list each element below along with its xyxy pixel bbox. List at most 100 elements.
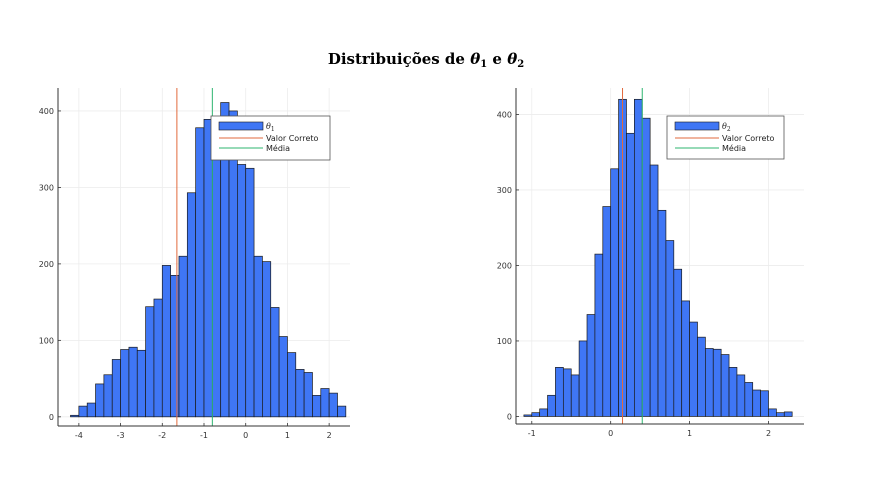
- title-mid: e: [487, 50, 507, 68]
- histogram-bar: [547, 394, 556, 417]
- histogram-bar: [523, 414, 533, 417]
- histogram-bar: [712, 348, 722, 417]
- histogram-bar: [578, 340, 588, 417]
- histogram-bar: [665, 240, 675, 417]
- x-tick-label: 0: [608, 429, 613, 438]
- legend-theta: θ: [722, 122, 727, 131]
- y-tick-label: 200: [39, 260, 54, 269]
- y-tick-label: 400: [39, 107, 54, 116]
- histogram-bar: [128, 346, 138, 418]
- histogram-bar: [278, 336, 288, 418]
- legend-label-media: Média: [722, 143, 746, 153]
- histogram-bar: [161, 265, 171, 418]
- histogram-bar: [673, 268, 683, 417]
- histogram-bar: [531, 412, 541, 417]
- histogram-bar: [728, 367, 738, 417]
- x-tick-label: -3: [117, 431, 125, 440]
- histogram-bar: [170, 275, 180, 418]
- x-tick-label: -4: [75, 431, 83, 440]
- histogram-bar: [649, 164, 659, 417]
- histogram-bar: [697, 336, 706, 417]
- histogram-bar: [103, 374, 113, 418]
- histogram-bar: [295, 369, 305, 418]
- histogram-bar: [203, 119, 213, 418]
- histogram-bar: [720, 354, 730, 417]
- legend-label-valor-correto: Valor Correto: [266, 134, 319, 143]
- histogram-bar: [337, 405, 347, 418]
- histogram-bar: [744, 382, 754, 417]
- y-tick-label: 300: [497, 186, 512, 195]
- histogram-bar: [776, 412, 785, 417]
- legend-theta-sub: 2: [727, 126, 731, 133]
- histogram-bar: [594, 253, 604, 417]
- histogram-bar: [783, 411, 793, 417]
- histogram-bar: [689, 321, 698, 417]
- x-tick-label: 0: [243, 431, 248, 440]
- histogram-bar: [70, 414, 80, 418]
- histogram-bar: [705, 348, 714, 417]
- histogram-bar: [186, 192, 197, 418]
- x-tick-label: -1: [528, 429, 536, 438]
- histogram-bar: [626, 132, 635, 417]
- title-sub-1: 1: [480, 59, 487, 70]
- x-tick-label: -1: [200, 431, 208, 440]
- histogram-bar: [120, 349, 130, 418]
- histogram-bar: [195, 127, 205, 418]
- legend-label-media: Média: [266, 143, 290, 153]
- x-tick-label: -2: [158, 431, 166, 440]
- y-tick-label: 0: [49, 413, 54, 422]
- histogram-bar: [262, 261, 272, 418]
- histogram-bar: [78, 405, 88, 418]
- histogram-bar: [610, 168, 619, 417]
- histogram-bar: [320, 388, 330, 418]
- legend-theta: θ: [266, 122, 271, 131]
- histogram-bar: [95, 383, 105, 418]
- histogram-bar: [178, 255, 188, 418]
- histogram-bar: [634, 98, 643, 417]
- y-tick-label: 400: [497, 110, 512, 119]
- histogram-bar: [253, 255, 263, 418]
- histogram-bar: [570, 374, 580, 417]
- histogram-bar: [303, 372, 313, 418]
- x-tick-label: 2: [766, 429, 771, 438]
- y-tick-label: 0: [507, 412, 512, 421]
- histogram-bar: [211, 121, 222, 418]
- histogram-bar: [153, 298, 163, 418]
- legend-label-theta: θ2: [722, 122, 731, 133]
- histogram-bar: [245, 167, 255, 418]
- histogram-bar: [86, 402, 96, 418]
- title-sub-2: 2: [517, 59, 524, 70]
- histogram-bar: [736, 374, 746, 417]
- histogram-bar: [681, 300, 690, 417]
- y-tick-label: 100: [497, 337, 512, 346]
- title-prefix: Distribuições de: [328, 50, 470, 68]
- histogram-bar: [555, 367, 564, 417]
- title-theta-2: θ: [507, 50, 517, 68]
- x-tick-label: 1: [687, 429, 692, 438]
- histogram-bar: [287, 352, 297, 418]
- legend-theta-sub: 1: [271, 126, 275, 133]
- figure-title: Distribuições de θ1 e θ2: [328, 50, 524, 70]
- histogram-bar: [657, 209, 667, 417]
- histogram-bar: [562, 368, 572, 417]
- histogram-bar: [237, 164, 247, 418]
- x-tick-label: 2: [327, 431, 332, 440]
- histogram-bar: [328, 392, 338, 418]
- histogram-bar: [586, 314, 596, 417]
- histogram-bar: [641, 117, 651, 417]
- y-tick-label: 200: [497, 261, 512, 270]
- y-tick-label: 300: [39, 183, 54, 192]
- histogram-bar: [768, 408, 777, 417]
- y-tick-label: 100: [39, 336, 54, 345]
- histogram-bar: [602, 206, 612, 417]
- histogram-bar: [312, 395, 322, 418]
- legend-label-valor-correto: Valor Correto: [722, 134, 775, 143]
- legend-swatch-bars: [674, 121, 720, 131]
- histogram-bar: [270, 307, 280, 418]
- histogram-bar: [752, 389, 761, 417]
